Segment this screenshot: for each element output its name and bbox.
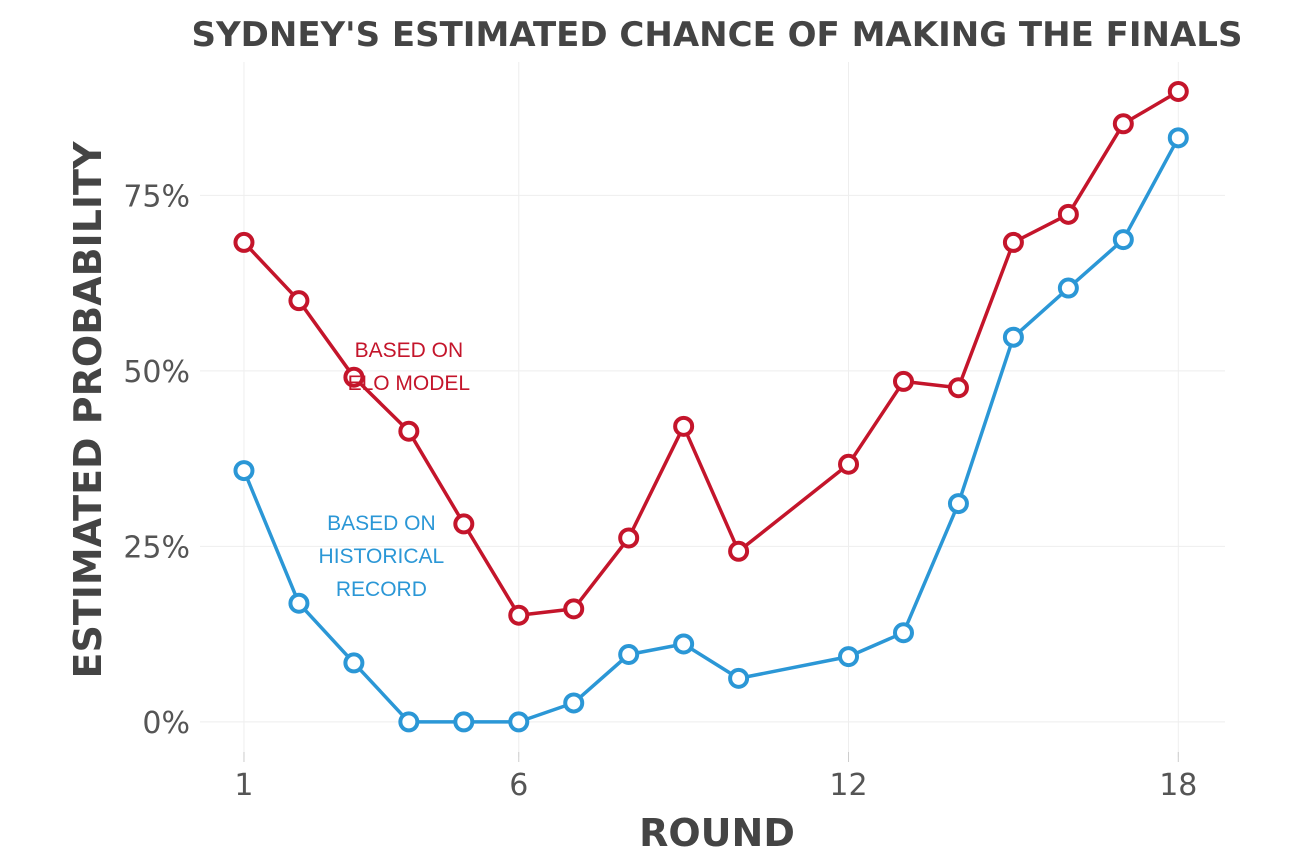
annotations: BASED ON ELO MODEL BASED ON HISTORICAL RECOR… <box>319 339 471 601</box>
data-point-elo <box>288 290 310 312</box>
x-axis-title: ROUND <box>639 811 795 855</box>
data-point-historical <box>618 644 640 666</box>
x-axis-ticks: 1 6 12 18 <box>234 752 1197 803</box>
data-point-elo <box>947 377 969 399</box>
y-tick-label: 0% <box>142 706 190 741</box>
data-point-historical <box>838 646 860 668</box>
x-tick-label: 6 <box>509 768 528 803</box>
data-point-elo <box>343 366 365 388</box>
data-point-elo <box>673 415 695 437</box>
data-point-historical <box>398 711 420 733</box>
data-point-elo <box>453 513 475 535</box>
data-point-historical <box>1167 127 1189 149</box>
data-point-elo <box>728 540 750 562</box>
data-point-historical <box>728 667 750 689</box>
data-point-elo <box>892 370 914 392</box>
y-axis-title: ESTIMATED PROBABILITY <box>66 141 110 678</box>
data-point-elo <box>1167 80 1189 102</box>
series <box>233 80 1189 733</box>
data-point-elo <box>1112 113 1134 135</box>
data-point-historical <box>1002 326 1024 348</box>
data-point-historical <box>947 493 969 515</box>
x-tick-label: 18 <box>1159 768 1197 803</box>
data-point-elo <box>508 604 530 626</box>
data-point-historical <box>508 711 530 733</box>
chart-title: SYDNEY'S ESTIMATED CHANCE OF MAKING THE … <box>192 15 1243 55</box>
x-tick-label: 1 <box>234 768 253 803</box>
data-point-historical <box>233 460 255 482</box>
data-point-elo <box>233 231 255 253</box>
annotation-historical: BASED ON <box>327 512 436 535</box>
annotation-elo: ELO MODEL <box>348 372 471 395</box>
data-point-historical <box>1112 229 1134 251</box>
data-point-historical <box>673 633 695 655</box>
y-tick-label: 25% <box>123 530 190 565</box>
x-tick-label: 12 <box>829 768 867 803</box>
gridlines <box>200 62 1225 757</box>
data-point-historical <box>453 711 475 733</box>
y-axis-ticks: 0% 25% 50% 75% <box>123 179 190 741</box>
data-point-elo <box>838 453 860 475</box>
data-point-elo <box>618 527 640 549</box>
data-point-historical <box>343 652 365 674</box>
data-point-historical <box>288 592 310 614</box>
annotation-historical: HISTORICAL <box>319 545 445 568</box>
annotation-elo: BASED ON <box>355 339 464 362</box>
data-point-historical <box>892 622 914 644</box>
annotation-historical: RECORD <box>336 578 427 601</box>
series-line-historical <box>242 136 1181 724</box>
data-point-historical <box>1057 277 1079 299</box>
data-point-elo <box>1002 231 1024 253</box>
data-point-elo <box>398 420 420 442</box>
y-tick-label: 75% <box>123 179 190 214</box>
data-point-historical <box>563 692 585 714</box>
data-point-elo <box>563 598 585 620</box>
y-tick-label: 50% <box>123 355 190 390</box>
data-point-elo <box>1057 203 1079 225</box>
